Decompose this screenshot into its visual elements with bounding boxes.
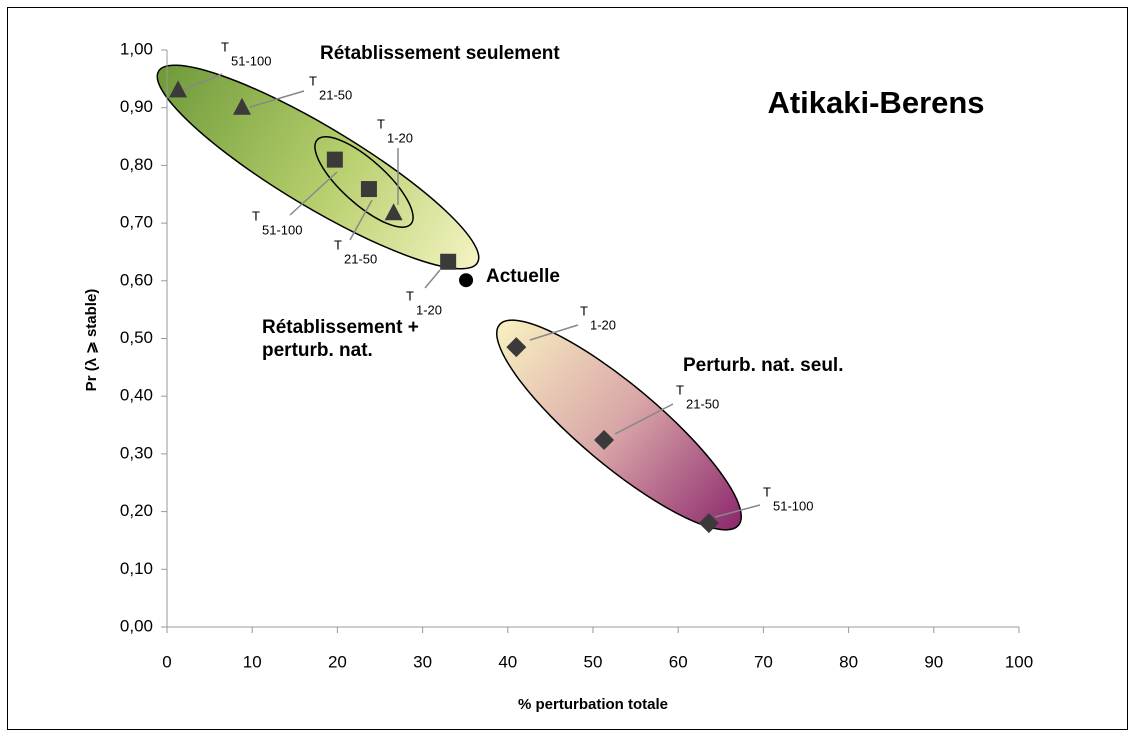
leader-line	[349, 199, 373, 241]
point-label: 1-20	[416, 302, 442, 317]
marker	[326, 151, 343, 168]
marker	[698, 513, 719, 534]
marker	[232, 97, 251, 115]
y-axis-title: Pr (λ ⩾ stable)	[83, 289, 100, 392]
x-tick-label: 70	[754, 652, 773, 671]
point-label: T	[221, 39, 229, 54]
x-tick-label: 0	[162, 652, 171, 671]
x-tick-label: 90	[924, 652, 943, 671]
marker	[169, 80, 188, 98]
point-label: 21-50	[344, 251, 377, 266]
marker	[360, 181, 377, 198]
x-tick-label: 60	[669, 652, 688, 671]
x-tick-label: 10	[243, 652, 262, 671]
marker	[459, 273, 474, 288]
y-tick-label: 0,20	[120, 501, 153, 520]
point-label: 1-20	[590, 317, 616, 332]
y-tick-label: 0,70	[120, 213, 153, 232]
point-label: 51-100	[262, 222, 302, 237]
leader-line	[424, 269, 441, 289]
point-label: 21-50	[686, 396, 719, 411]
x-axis-title: % perturbation totale	[518, 696, 668, 713]
leader-line	[182, 73, 223, 91]
y-tick-label: 0,50	[120, 328, 153, 347]
y-tick-label: 0,40	[120, 386, 153, 405]
y-tick-label: 0,30	[120, 443, 153, 462]
point-label: 1-20	[387, 130, 413, 145]
group-label: Perturb. nat. seul.	[683, 355, 843, 376]
x-tick-label: 50	[584, 652, 603, 671]
x-tick-label: 30	[413, 652, 432, 671]
x-tick-label: 100	[1005, 652, 1033, 671]
marker	[384, 203, 403, 221]
frame	[7, 7, 1128, 730]
group-label: Rétablissement + perturb. nat.	[262, 317, 419, 361]
y-tick-label: 0,10	[120, 559, 153, 578]
marker	[594, 430, 615, 451]
point-label: T	[377, 116, 385, 131]
leader-line	[714, 504, 761, 518]
point-label: T	[676, 382, 684, 397]
leader-line	[249, 90, 305, 108]
point-label: 21-50	[319, 87, 352, 102]
y-tick-label: 0,80	[120, 155, 153, 174]
marker	[506, 337, 527, 358]
point-label: T	[763, 484, 771, 499]
point-label: T	[406, 288, 414, 303]
x-tick-label: 80	[839, 652, 858, 671]
point-label: T	[309, 73, 317, 88]
chart-title: Atikaki-Berens	[767, 85, 984, 120]
leader-line	[529, 324, 579, 341]
group-label: Rétablissement seulement	[320, 43, 560, 64]
y-tick-label: 0,90	[120, 97, 153, 116]
leader-line	[614, 403, 674, 435]
point-label: T	[334, 237, 342, 252]
point-label: Actuelle	[486, 266, 560, 287]
group-ellipse	[314, 136, 414, 228]
marker	[440, 253, 457, 270]
point-label: T	[580, 303, 588, 318]
group-ellipse	[496, 319, 742, 531]
leader-line	[289, 171, 338, 216]
point-label: 51-100	[773, 498, 813, 513]
x-tick-label: 40	[498, 652, 517, 671]
x-tick-label: 20	[328, 652, 347, 671]
point-label: 51-100	[231, 53, 271, 68]
point-label: T	[252, 208, 260, 223]
y-tick-label: 1,00	[120, 39, 153, 58]
y-tick-label: 0,60	[120, 270, 153, 289]
y-tick-label: 0,00	[120, 616, 153, 635]
